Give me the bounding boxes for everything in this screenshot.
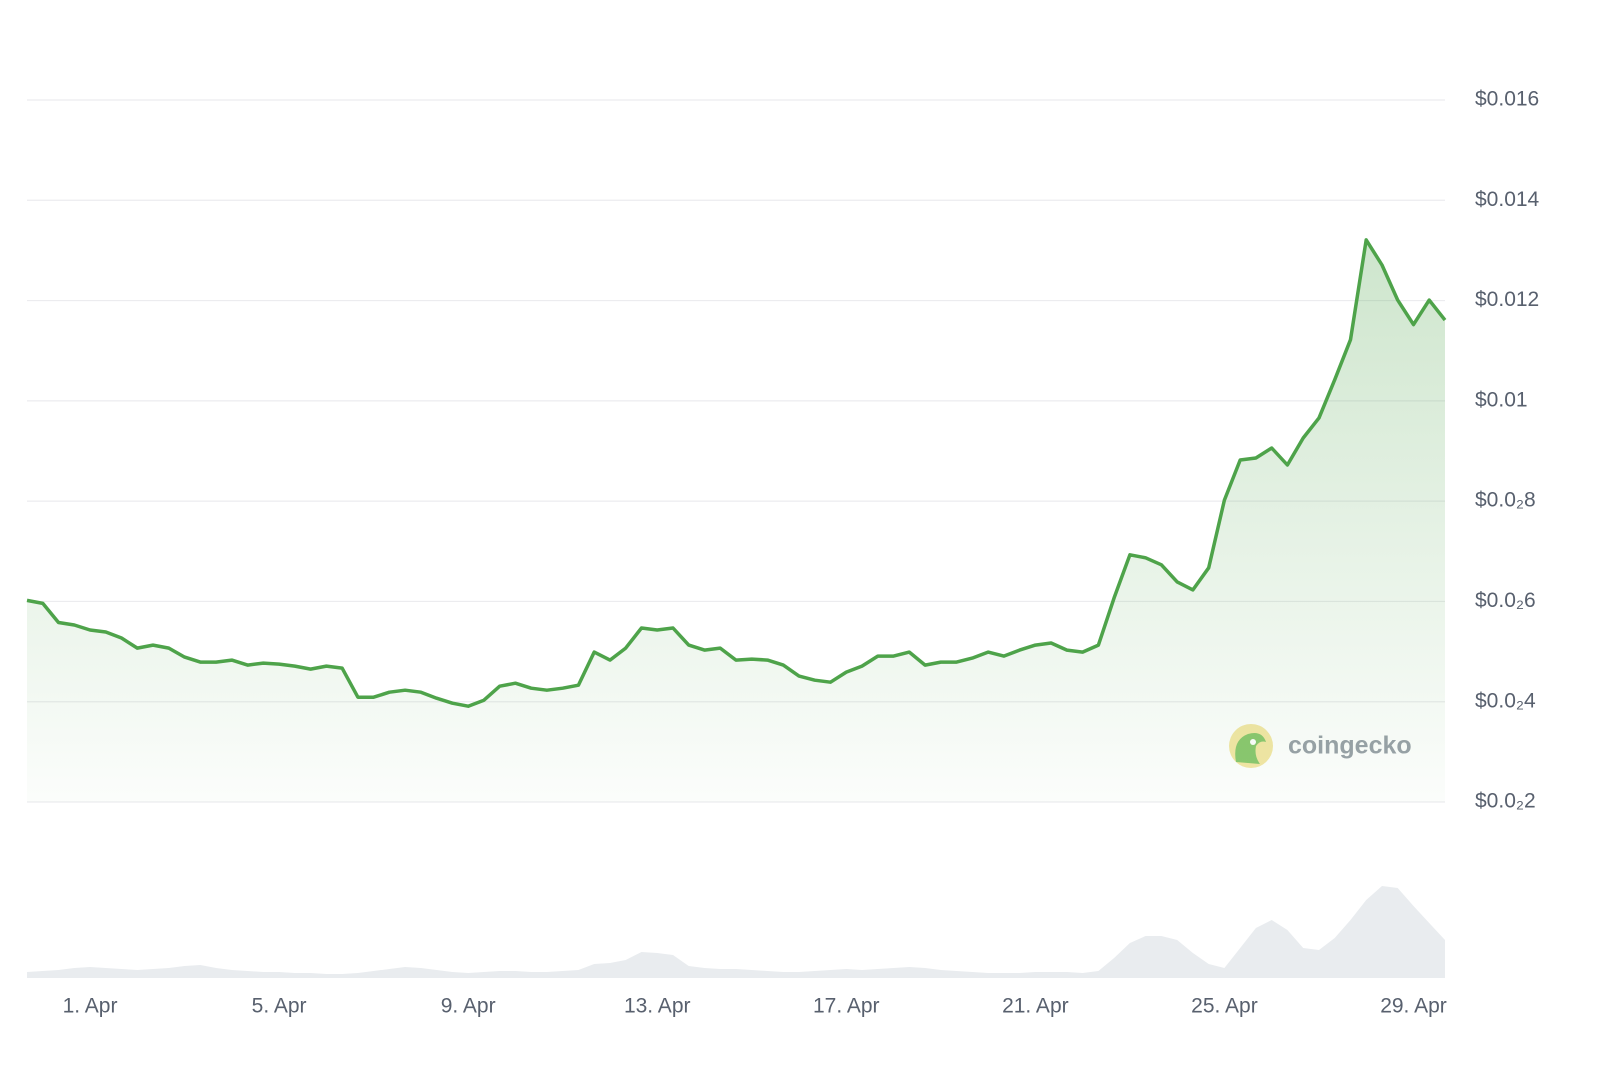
y-tick-label: $0.0₂8 xyxy=(1475,489,1536,512)
x-tick-label: 25. Apr xyxy=(1191,995,1258,1018)
volume-area xyxy=(27,886,1445,978)
x-tick-label: 9. Apr xyxy=(441,995,496,1018)
price-line xyxy=(26,238,1447,708)
x-tick-label: 21. Apr xyxy=(1002,995,1069,1018)
y-tick-label: $0.01 xyxy=(1475,388,1528,411)
y-tick-label: $0.0₂2 xyxy=(1475,790,1536,813)
x-tick-label: 17. Apr xyxy=(813,995,880,1018)
y-tick-label: $0.016 xyxy=(1475,88,1539,111)
y-tick-label: $0.014 xyxy=(1475,188,1540,211)
y-tick-label: $0.0₂4 xyxy=(1475,689,1536,712)
y-tick-label: $0.012 xyxy=(1475,288,1539,311)
x-tick-label: 5. Apr xyxy=(252,995,307,1018)
x-tick-label: 29. Apr xyxy=(1380,995,1447,1018)
x-tick-label: 1. Apr xyxy=(63,995,118,1018)
y-tick-label: $0.0₂6 xyxy=(1475,589,1536,612)
x-tick-label: 13. Apr xyxy=(624,995,691,1018)
price-area xyxy=(27,239,1445,802)
